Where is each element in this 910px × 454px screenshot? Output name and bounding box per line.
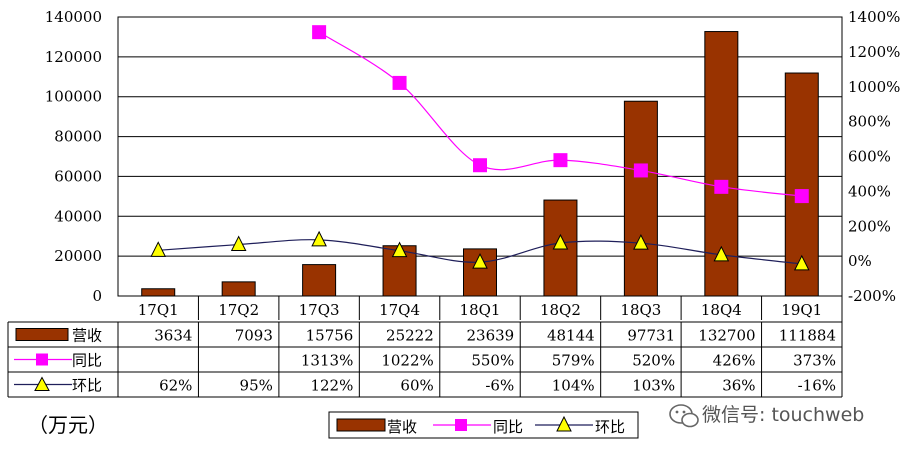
y-left-tick-label: 100000: [45, 88, 102, 106]
category-label: 17Q3: [299, 301, 340, 319]
data-label: 97731: [627, 327, 675, 345]
category-label: 17Q4: [379, 301, 420, 319]
qoq-marker: [391, 241, 408, 258]
category-label: 17Q2: [218, 301, 259, 319]
yoy-marker: [473, 158, 487, 173]
axes: 0 20000 40000 60000 80000 100000 120000 140000 -…: [45, 8, 900, 320]
data-label: 15756: [306, 327, 354, 345]
y-left-tick-label: 20000: [54, 247, 102, 265]
data-label: 520%: [632, 352, 675, 370]
yoy-marker: [794, 189, 809, 204]
qoq-marker: [633, 234, 649, 250]
data-label: 3634: [154, 327, 192, 345]
data-label: 1313%: [301, 352, 353, 370]
revenue-bars: [141, 31, 819, 297]
y-right-tick-label: 1200%: [848, 43, 900, 61]
data-label: 7093: [235, 327, 273, 345]
data-table: 营收 3634 7093 15756 25222 23639 48144 97731 13270…: [7, 17, 843, 398]
data-label: 62%: [159, 377, 192, 395]
data-label: 373%: [793, 352, 836, 370]
legend-label: 同比: [493, 418, 523, 436]
unit-label: （万元）: [28, 413, 108, 437]
qoq-marker: [552, 233, 569, 250]
revenue-bar: [302, 264, 337, 297]
growth-lines: [150, 25, 810, 271]
yoy-marker: [392, 75, 407, 90]
y-right-tick-label: 1400%: [848, 8, 900, 26]
data-label: 60%: [400, 377, 433, 395]
row-key-bar: [15, 328, 69, 341]
category-label: 18Q1: [460, 301, 501, 319]
watermark-text: 微信号: touchweb: [702, 404, 864, 426]
revenue-bar: [221, 281, 256, 297]
y-right-tick-label: -200%: [848, 287, 896, 305]
legend-label: 营收: [387, 418, 417, 436]
row-header: 环比: [72, 377, 102, 395]
category-label: 19Q1: [781, 301, 822, 319]
row-header: 同比: [72, 352, 102, 370]
qoq-marker: [311, 230, 327, 247]
data-label: 579%: [552, 352, 595, 370]
qoq-marker: [713, 245, 730, 262]
data-label: 550%: [471, 352, 514, 370]
data-label: 104%: [552, 377, 595, 395]
row-header: 营收: [72, 327, 102, 345]
data-label: 48144: [547, 327, 595, 345]
y-right-tick-label: 600%: [848, 148, 891, 166]
row-key-marker: [34, 376, 50, 391]
data-label: 23639: [467, 327, 515, 345]
qoq-marker: [150, 241, 167, 257]
data-label: 36%: [722, 377, 755, 395]
data-label: 103%: [632, 377, 675, 395]
y-right-tick-label: 800%: [848, 113, 891, 131]
category-label: 18Q3: [620, 301, 661, 319]
revenue-bar: [141, 288, 176, 297]
y-right-tick-label: 0%: [848, 252, 872, 270]
data-label: 1022%: [381, 352, 433, 370]
legend-label: 环比: [595, 418, 625, 436]
y-left-tick-label: 120000: [45, 48, 102, 66]
y-left-tick-label: 140000: [45, 8, 102, 26]
yoy-marker: [553, 153, 568, 168]
yoy-marker: [312, 25, 327, 40]
yoy-marker: [714, 179, 729, 194]
y-right-tick-label: 200%: [848, 217, 891, 235]
qoq-marker: [793, 254, 810, 271]
y-right-tick-label: 1000%: [848, 78, 900, 96]
y-left-tick-label: 60000: [54, 167, 102, 185]
category-label: 18Q2: [540, 301, 581, 319]
revenue-bar: [623, 100, 658, 297]
legend-yoy-marker: [455, 419, 467, 431]
y-left-tick-label: 40000: [54, 207, 102, 225]
data-label: -16%: [798, 377, 836, 395]
y-left-tick-label: 0: [92, 287, 102, 305]
y-right-tick-label: 400%: [848, 182, 891, 200]
data-label: 132700: [698, 327, 755, 345]
data-label: 111884: [779, 327, 836, 345]
qoq-marker: [472, 253, 488, 269]
category-label: 18Q4: [701, 301, 742, 319]
legend-qoq-marker: [556, 415, 572, 432]
data-label: 122%: [310, 377, 353, 395]
watermark: 微信号: touchweb: [669, 404, 864, 428]
category-label: 17Q1: [138, 301, 179, 319]
legend-bar-key: [336, 418, 386, 432]
y-left-tick-label: 80000: [54, 128, 102, 146]
data-label: -6%: [485, 377, 514, 395]
qoq-marker: [230, 235, 247, 252]
data-label: 426%: [713, 352, 756, 370]
wechat-icon: [669, 404, 699, 428]
row-key-marker: [36, 353, 48, 366]
data-label: 25222: [386, 327, 434, 345]
yoy-marker: [633, 163, 648, 178]
data-label: 95%: [240, 377, 273, 395]
legend: 营收 同比 环比: [328, 411, 639, 439]
